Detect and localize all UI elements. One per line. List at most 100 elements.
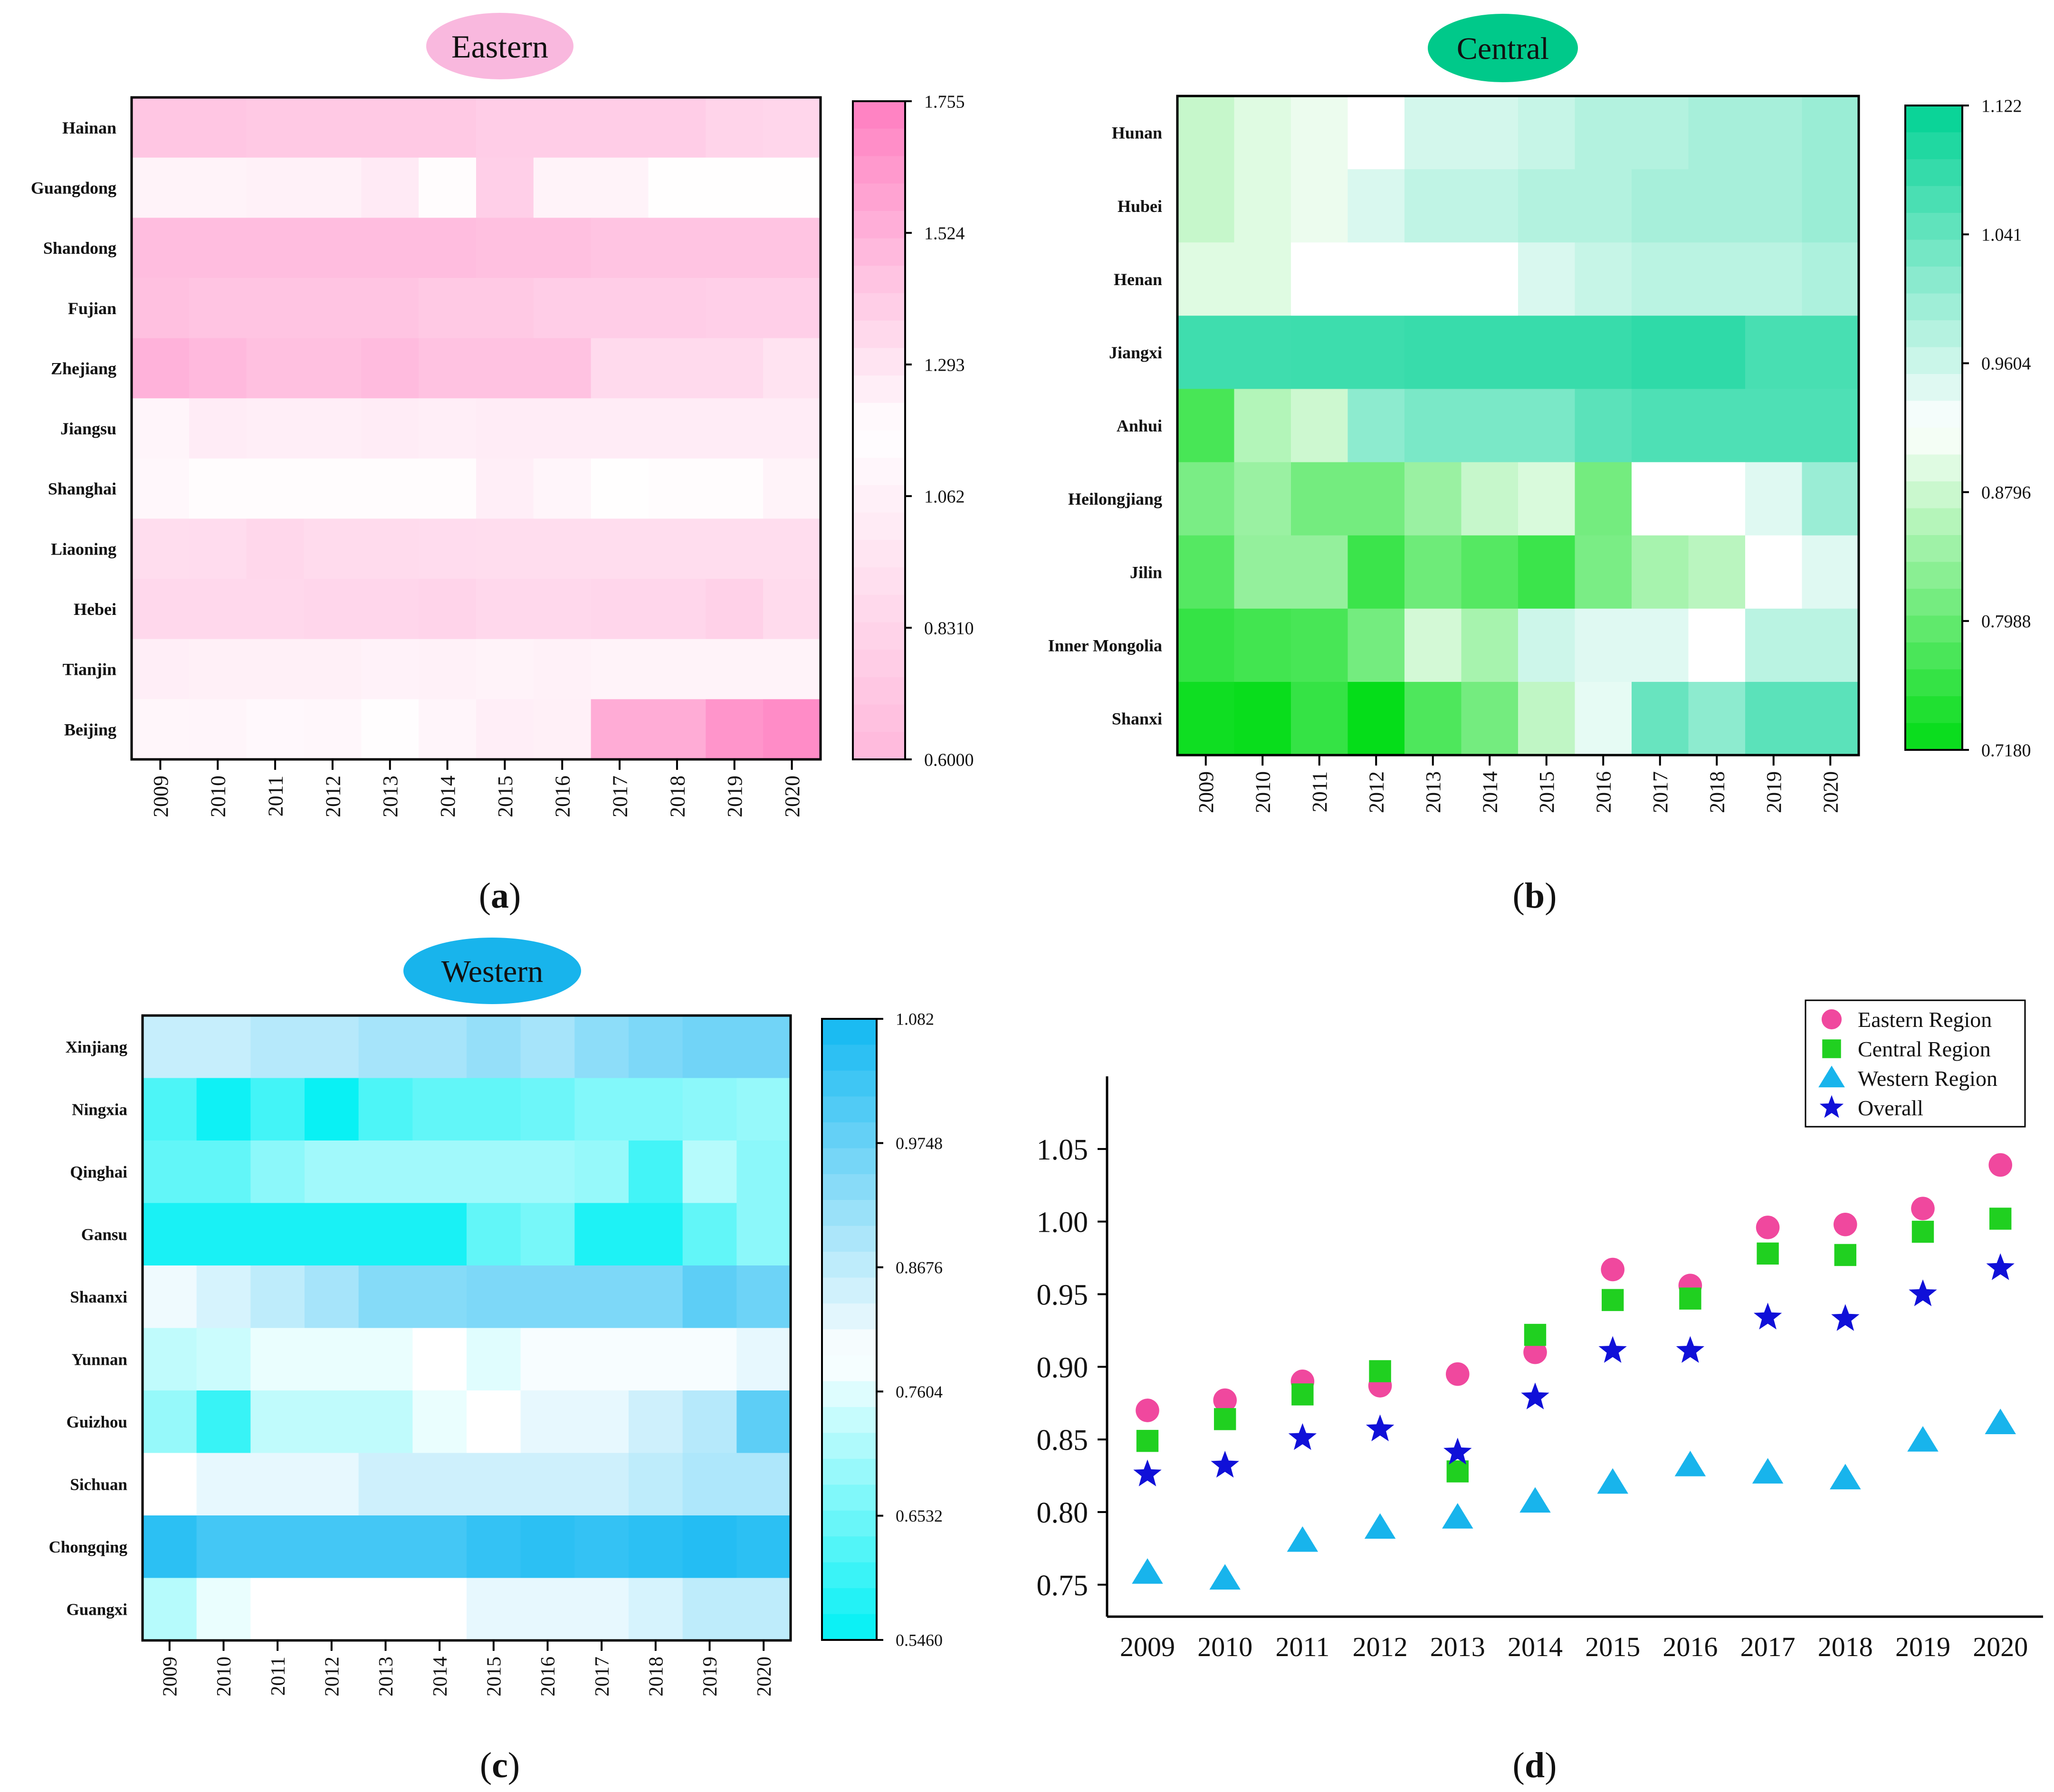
heatmap-cell [1291,316,1348,390]
heatmap-cell [1745,462,1803,536]
row-label: Guangxi [67,1600,128,1619]
heatmap-cell [304,97,362,158]
colorbar-swatch [853,704,905,732]
x-tick-label: 2019 [1895,1631,1950,1662]
heatmap-cell [250,1140,305,1204]
heatmap-cell [419,218,477,278]
colorbar-swatch [822,1329,877,1356]
heatmap-cell [250,1078,305,1141]
colorbar-swatch [1905,642,1962,670]
heatmap-cell [132,639,190,700]
heatmap-cell [467,1140,521,1204]
heatmap-cell [476,97,534,158]
row-label: Shandong [43,239,116,258]
heatmap-cell [358,1203,413,1266]
colorbar-swatch [822,1614,877,1640]
colorbar-swatch [1905,401,1962,428]
heatmap-cell [682,1140,737,1204]
year-label: 2012 [322,1657,344,1696]
heatmap-cell [682,1328,737,1391]
heatmap-cell [1291,462,1348,536]
heatmap-cell [358,1515,413,1579]
heatmap-cell [736,1078,791,1141]
heatmap-cell [1234,316,1291,390]
year-label: 2018 [646,1657,668,1696]
year-label: 2015 [494,776,517,817]
heatmap-cell [361,699,419,760]
heatmap-cell [1177,535,1235,609]
heatmap-cell [1291,608,1348,682]
heatmap-cell [476,338,534,399]
heatmap-cell [246,218,305,278]
year-label: 2009 [1194,771,1218,813]
point-overall [1753,1303,1782,1330]
heatmap-cell [189,639,247,700]
colorbar-swatch [853,622,905,650]
heatmap-cell [1632,316,1689,390]
heatmap-cell [1291,169,1348,243]
row-label: Zhejiang [51,359,116,378]
colorbar-tick-label: 0.8310 [924,618,974,638]
point-central [1679,1287,1701,1310]
panel-title: Central [1457,31,1549,66]
point-western [1209,1564,1241,1590]
heatmap-cell [358,1265,413,1329]
heatmap-cell [361,398,419,459]
colorbar-tick-label: 1.041 [1981,225,2022,245]
heatmap-cell [1347,96,1405,170]
heatmap-cell [629,1578,683,1641]
colorbar-tick-label: 1.062 [924,487,965,507]
heatmap-cell [533,518,592,579]
legend-box [1805,999,2026,1128]
colorbar-swatch [822,1277,877,1304]
heatmap-cell [143,1078,197,1141]
colorbar-swatch [822,1381,877,1408]
colorbar-swatch [822,1045,877,1071]
legend-label: Western Region [1858,1066,1997,1091]
heatmap-cell [1404,535,1462,609]
heatmap-cell [1461,96,1519,170]
point-western [1752,1458,1784,1484]
x-tick-label: 2018 [1818,1631,1873,1662]
colorbar-tick-label: 1.524 [924,223,965,243]
point-central [1602,1289,1624,1311]
heatmap-cell [682,1578,737,1641]
point-central [1136,1429,1159,1452]
x-tick-label: 2020 [1973,1631,2028,1662]
heatmap-cell [629,1328,683,1391]
legend-label: Central Region [1858,1037,1991,1061]
heatmap-cell [132,278,190,339]
colorbar-tick-label: 1.293 [924,355,965,375]
heatmap-cell [1802,462,1859,536]
year-label: 2015 [484,1657,506,1696]
colorbar-swatch [1905,186,1962,213]
heatmap-cell [476,398,534,459]
heatmap-cell [1234,96,1291,170]
heatmap-cell [246,518,305,579]
row-label: Hubei [1118,197,1162,216]
heatmap-cell [305,1016,359,1079]
colorbar-swatch [822,1536,877,1563]
heatmap-cell [736,1265,791,1329]
colorbar-tick-label: 0.7180 [1981,740,2031,760]
point-overall [1443,1437,1472,1465]
row-label: Hainan [62,118,116,137]
point-western [1364,1513,1396,1539]
colorbar-swatch [822,1303,877,1330]
heatmap-cell [1461,389,1519,463]
heatmap-cell [736,1016,791,1079]
heatmap-cell [520,1578,575,1641]
title-ellipse [403,938,581,1004]
heatmap-cell [629,1453,683,1516]
heatmap-cell [412,1453,467,1516]
heatmap-cell [1461,169,1519,243]
heatmap-cell [1234,169,1291,243]
heatmap-cell [1518,316,1576,390]
heatmap-cell [419,278,477,339]
heatmap-cell [361,579,419,640]
heatmap-cell [189,157,247,218]
heatmap-cell [648,458,706,519]
heatmap-cell [412,1265,467,1329]
colorbar-swatch [1905,723,1962,750]
heatmap-cell [412,1328,467,1391]
